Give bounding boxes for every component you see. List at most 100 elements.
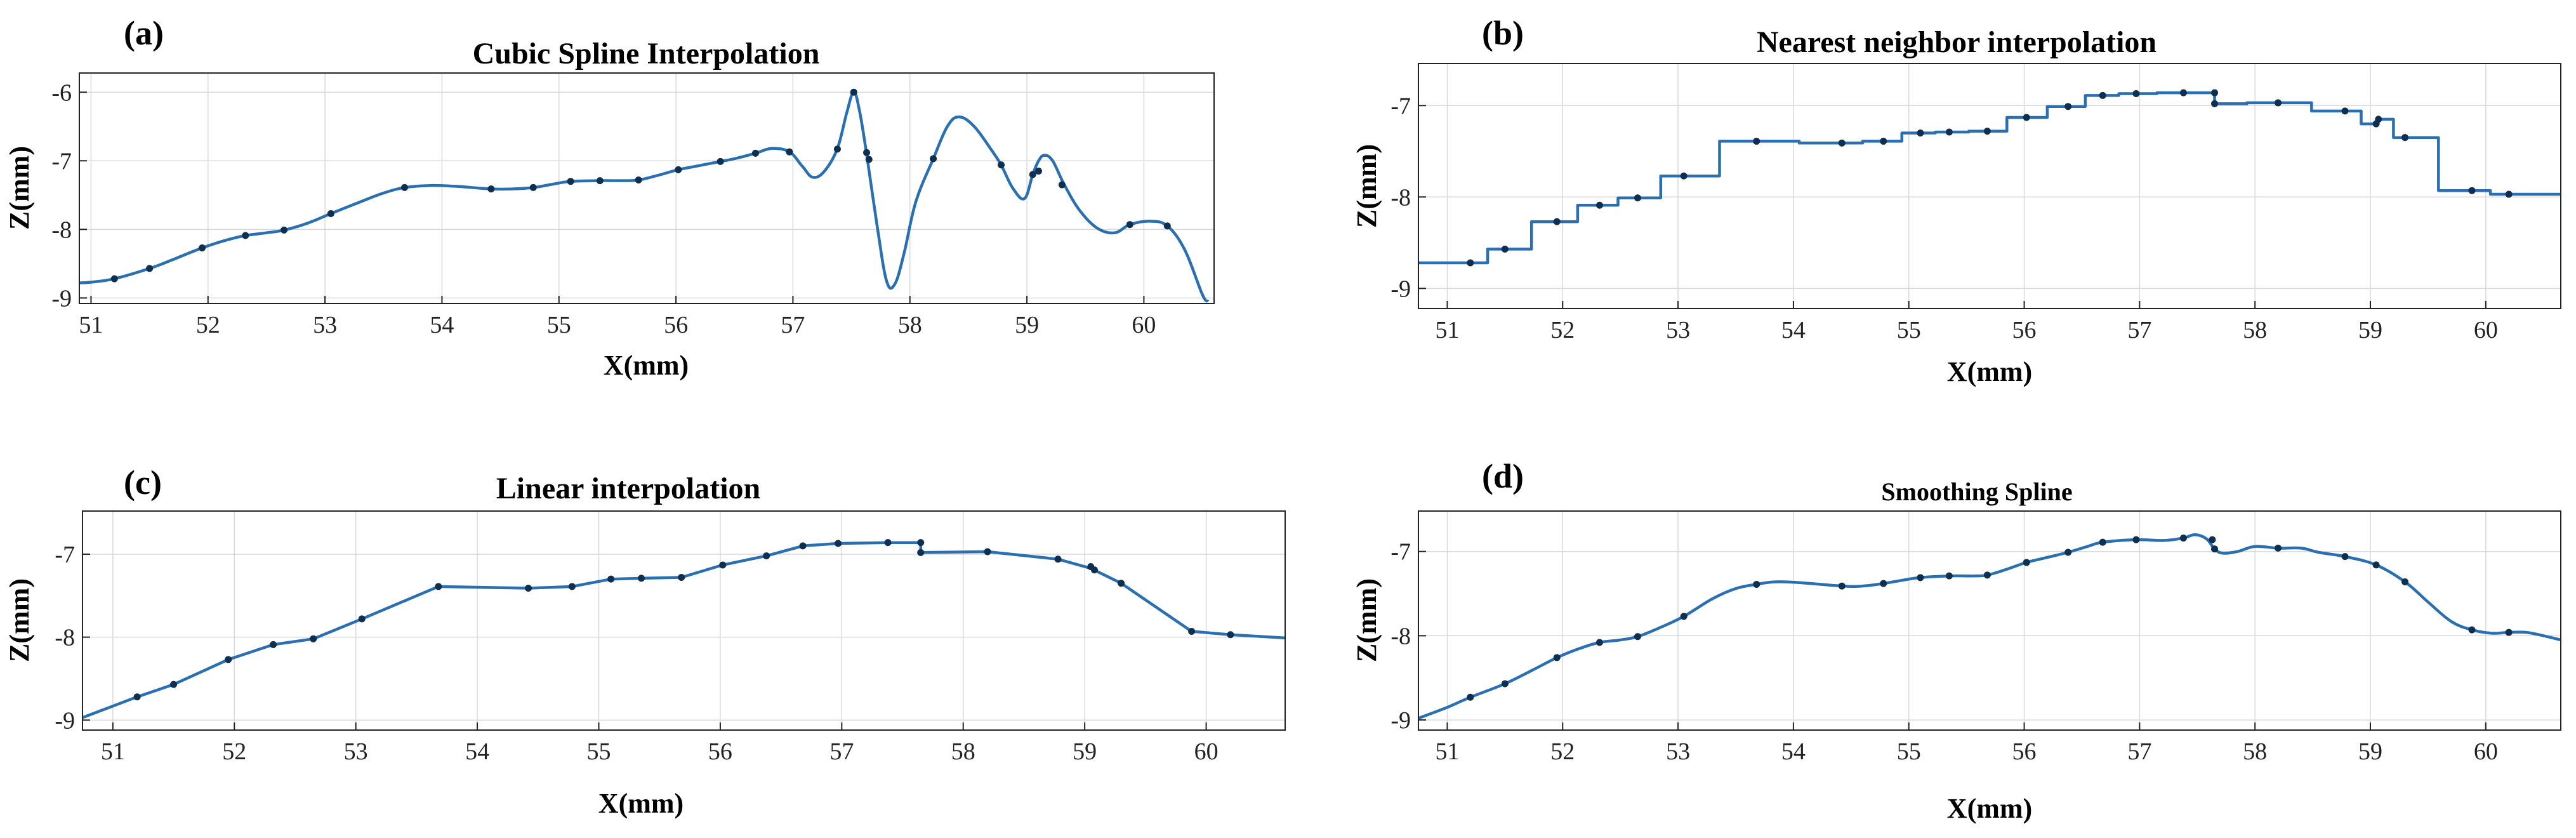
x-tick-label: 59 <box>2358 317 2382 343</box>
data-point <box>2505 628 2513 636</box>
y-axis-label: Z(mm) <box>1351 578 1382 662</box>
x-tick-label: 52 <box>1550 317 1575 343</box>
x-tick-label: 54 <box>1781 317 1806 343</box>
chart-c: (c) Linear interpolation 51 52 53 54 55 56 57 5… <box>4 463 1286 819</box>
y-tick-label: -7 <box>55 542 75 568</box>
data-point <box>1945 572 1953 580</box>
x-tick-label: 51 <box>1435 317 1459 343</box>
data-point <box>675 166 682 173</box>
data-point <box>133 693 141 701</box>
data-point <box>717 157 724 165</box>
y-tick-label: -8 <box>1390 184 1411 211</box>
data-point <box>1058 181 1066 189</box>
tick-labels: 51 52 53 54 55 56 57 58 59 60 -9 -8 -7 -6 <box>51 79 1156 338</box>
interpolated-curve <box>79 91 1210 303</box>
data-point <box>2132 536 2140 543</box>
data-point <box>2505 190 2513 198</box>
data-point <box>607 575 615 583</box>
x-axis-label: X(mm) <box>598 788 684 819</box>
data-series <box>82 539 1286 719</box>
data-series <box>1418 89 2561 267</box>
interpolated-curve <box>1418 533 2561 720</box>
data-point <box>1467 259 1474 267</box>
y-tick-label: -8 <box>1390 623 1411 649</box>
data-point <box>850 88 857 96</box>
data-point <box>1126 221 1133 229</box>
data-point <box>170 681 178 688</box>
tick-labels: 51 52 53 54 55 56 57 58 59 60 -9 -8 -7 <box>1390 539 2497 765</box>
y-tick-label: -6 <box>51 79 72 106</box>
data-point <box>1753 137 1760 145</box>
y-tick-label: -8 <box>55 625 75 651</box>
data-point <box>1553 654 1561 662</box>
x-tick-label: 57 <box>2127 738 2151 765</box>
x-tick-label: 54 <box>1781 738 1806 765</box>
data-point <box>930 155 937 163</box>
panel-c: (c) Linear interpolation 51 52 53 54 55 56 57 5… <box>0 419 1288 838</box>
y-tick-label: -9 <box>51 285 72 312</box>
x-tick-label: 51 <box>101 738 125 765</box>
data-point <box>799 542 807 550</box>
x-tick-label: 58 <box>898 312 922 338</box>
data-point <box>1553 218 1561 225</box>
data-point <box>2372 561 2380 569</box>
chart-d: (d) Smoothing Spline 51 52 53 54 55 56 57 58 59 6… <box>1351 457 2561 824</box>
data-point <box>678 574 685 582</box>
data-point <box>567 178 574 185</box>
data-point <box>2375 116 2382 123</box>
x-tick-label: 58 <box>2243 738 2267 765</box>
data-point <box>2099 538 2106 546</box>
data-point <box>1163 222 1171 230</box>
data-point <box>998 161 1005 169</box>
tick-labels: 51 52 53 54 55 56 57 58 59 60 -9 -8 -7 <box>55 542 1218 765</box>
tick-labels: 51 52 53 54 55 56 57 58 59 60 -9 -8 -7 <box>1390 93 2497 343</box>
data-point <box>1917 129 1924 136</box>
data-point <box>1029 171 1036 178</box>
x-tick-label: 52 <box>196 312 220 338</box>
x-tick-label: 53 <box>1666 317 1690 343</box>
y-tick-label: -9 <box>1390 707 1411 734</box>
x-tick-label: 52 <box>1550 738 1575 765</box>
x-tick-label: 60 <box>2474 317 2498 343</box>
data-point <box>487 185 495 193</box>
chart-b: (b) Nearest neighbor interpolation 51 52 5… <box>1351 14 2561 387</box>
x-tick-label: 56 <box>2012 738 2037 765</box>
data-point <box>281 226 288 234</box>
x-tick-label: 59 <box>2358 738 2382 765</box>
panel-d: (d) Smoothing Spline 51 52 53 54 55 56 57 58 59 6… <box>1288 419 2576 838</box>
data-point <box>833 145 841 153</box>
data-point <box>146 265 154 272</box>
data-point <box>751 149 759 157</box>
x-tick-label: 53 <box>313 312 337 338</box>
x-tick-label: 53 <box>1666 738 1690 765</box>
chart-title: Nearest neighbor interpolation <box>1757 25 2157 59</box>
y-axis-label: Z(mm) <box>4 146 35 230</box>
data-point <box>1983 128 1991 135</box>
x-axis-label: X(mm) <box>1947 793 2032 824</box>
data-point <box>1188 627 1196 635</box>
data-series <box>79 88 1210 303</box>
data-point <box>1680 172 1688 180</box>
plot-frame <box>1418 510 2561 731</box>
data-point <box>1467 693 1474 701</box>
data-point <box>835 540 842 547</box>
data-point <box>984 548 991 555</box>
data-point <box>865 156 873 163</box>
x-tick-label: 54 <box>465 738 489 765</box>
data-point <box>358 615 366 623</box>
data-point <box>524 585 532 592</box>
data-point <box>884 539 892 547</box>
y-tick-label: -8 <box>51 216 72 243</box>
data-point <box>2211 545 2219 553</box>
data-point <box>1838 139 1846 147</box>
y-tick-label: -9 <box>1390 276 1411 302</box>
x-tick-label: 59 <box>1073 738 1097 765</box>
data-point <box>2209 536 2216 543</box>
plot-frame <box>79 72 1215 304</box>
data-point <box>2211 100 2219 107</box>
data-point <box>635 176 642 184</box>
chart-title: Cubic Spline Interpolation <box>473 37 820 70</box>
data-point <box>2023 114 2030 121</box>
data-point <box>1917 574 1924 582</box>
data-point <box>917 539 925 547</box>
